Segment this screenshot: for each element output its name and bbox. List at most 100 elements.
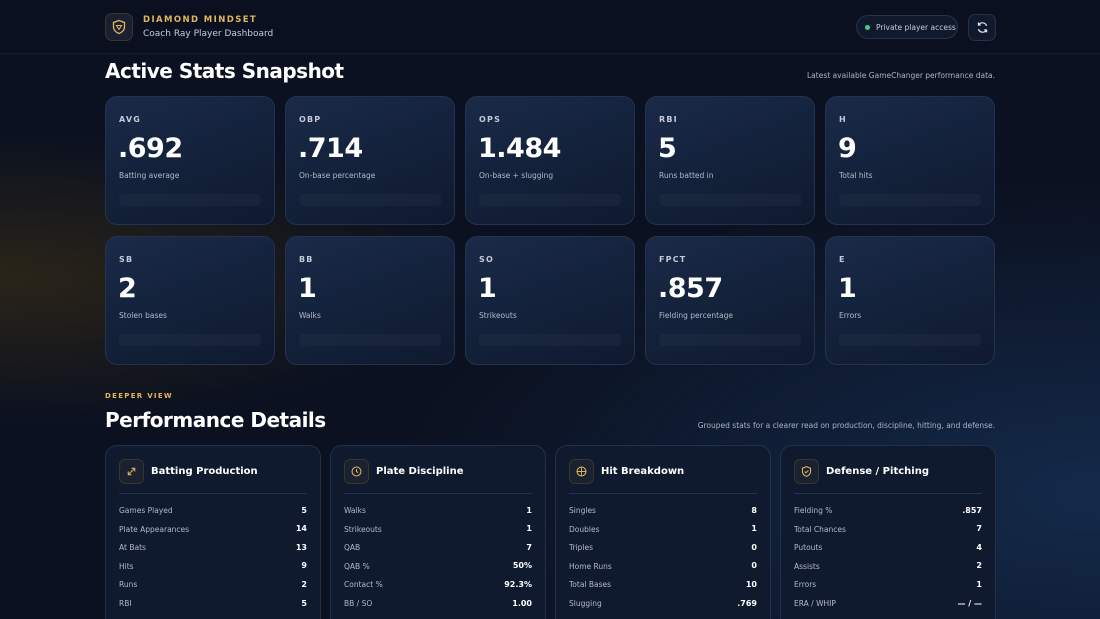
stat-desc: Fielding percentage <box>659 311 733 320</box>
group-icon <box>119 459 144 484</box>
divider <box>569 493 757 494</box>
row-value: 50% <box>512 561 532 571</box>
stat-desc: On-base + slugging <box>479 171 554 180</box>
eyebrow: DEEPER VIEW <box>105 392 173 400</box>
row-label: Games Played <box>119 506 173 515</box>
row-label: Contact % <box>344 580 383 590</box>
stat-value: 2 <box>118 273 137 304</box>
row-value: 5 <box>301 598 307 608</box>
row-value: — / — <box>957 598 983 608</box>
stat-card: RBI 5 Runs batted in <box>645 96 815 225</box>
stat-bar <box>299 194 441 206</box>
stat-label: E <box>839 255 846 264</box>
stat-label: FPCT <box>659 255 687 264</box>
row-label: Runs <box>119 580 138 590</box>
row-value: 5 <box>301 505 307 515</box>
group-title: Plate Discipline <box>376 466 464 477</box>
detail-card: Batting Production Games Played 5 Plate App… <box>105 445 321 619</box>
subtitle: Coach Ray Player Dashboard <box>143 29 274 39</box>
row-label: Hits <box>119 561 134 571</box>
stat-bar <box>119 194 261 206</box>
stat-card: OPS 1.484 On-base + slugging <box>465 96 635 225</box>
row-label: At Bats <box>119 543 146 553</box>
stat-desc: Walks <box>299 311 321 320</box>
stat-bar <box>659 334 801 346</box>
stat-label: OPS <box>479 115 502 124</box>
stat-desc: Errors <box>839 311 862 320</box>
row-value: 10 <box>745 579 757 589</box>
stat-desc: Runs batted in <box>659 171 714 180</box>
icon <box>127 467 136 476</box>
row-value: 1 <box>526 524 532 534</box>
divider <box>794 493 982 494</box>
row-label: Plate Appearances <box>119 524 190 534</box>
row-value: 1 <box>751 524 757 534</box>
brand: DIAMOND MINDSET <box>143 15 258 25</box>
stat-value: .714 <box>298 133 363 164</box>
row-label: Singles <box>569 506 596 515</box>
stat-value: 1 <box>478 273 497 304</box>
row-label: QAB % <box>344 561 370 571</box>
stat-card: OBP .714 On-base percentage <box>285 96 455 225</box>
row-value: 92.3% <box>504 579 532 589</box>
stat-label: H <box>839 115 847 124</box>
stat-label: SB <box>119 255 134 264</box>
row-value: 9 <box>301 561 307 571</box>
row-value: .857 <box>962 505 982 515</box>
group-title: Hit Breakdown <box>601 466 685 477</box>
row-label: Slugging <box>569 599 602 608</box>
row-label: Total Bases <box>569 580 612 590</box>
stat-label: OBP <box>299 115 322 124</box>
stat-bar <box>299 334 441 346</box>
row-label: Home Runs <box>569 561 612 571</box>
stat-value: 9 <box>838 133 857 164</box>
row-value: 7 <box>526 542 532 552</box>
detail-card: Hit Breakdown Singles 8 Doubles 1 Triples 0 Hom… <box>555 445 771 619</box>
row-label: ERA / WHIP <box>794 599 836 608</box>
row-label: Assists <box>794 561 820 571</box>
stat-label: RBI <box>659 115 678 124</box>
refresh-button[interactable] <box>968 14 996 41</box>
row-label: RBI <box>119 599 132 608</box>
stat-bar <box>479 334 621 346</box>
stat-label: SO <box>479 255 494 264</box>
row-label: Walks <box>344 506 366 515</box>
stat-value: .692 <box>118 133 183 164</box>
row-label: Total Chances <box>794 524 846 534</box>
stat-card: H 9 Total hits <box>825 96 995 225</box>
stat-card: SO 1 Strikeouts <box>465 236 635 365</box>
section-title: Active Stats Snapshot <box>105 59 344 83</box>
logo-icon <box>112 19 126 35</box>
group-icon <box>569 459 594 484</box>
row-label: BB / SO <box>344 599 373 608</box>
stat-card: FPCT .857 Fielding percentage <box>645 236 815 365</box>
stat-value: 1.484 <box>478 133 561 164</box>
stat-desc: Strikeouts <box>479 311 517 320</box>
stat-desc: Stolen bases <box>119 311 167 320</box>
row-value: 2 <box>301 579 307 589</box>
row-value: 1 <box>526 505 532 515</box>
row-value: 1.00 <box>512 598 532 608</box>
section-note: Latest available GameChanger performance… <box>806 71 995 80</box>
stat-bar <box>839 334 981 346</box>
icon <box>576 466 587 477</box>
row-value: 0 <box>751 561 757 571</box>
group-icon <box>344 459 369 484</box>
icon <box>801 466 812 477</box>
row-label: Doubles <box>569 524 600 534</box>
group-title: Batting Production <box>151 466 258 477</box>
stat-card: AVG .692 Batting average <box>105 96 275 225</box>
row-value: 0 <box>751 542 757 552</box>
logo <box>105 13 133 41</box>
row-value: .769 <box>737 598 757 608</box>
row-value: 1 <box>976 579 982 589</box>
stat-value: 5 <box>658 133 677 164</box>
divider <box>119 493 307 494</box>
row-label: Strikeouts <box>344 524 382 534</box>
stat-label: BB <box>299 255 314 264</box>
section-note: Grouped stats for a clearer read on prod… <box>697 421 995 430</box>
icon <box>351 466 362 477</box>
detail-card: Plate Discipline Walks 1 Strikeouts 1 QAB 7 QAB… <box>330 445 546 619</box>
row-value: 7 <box>976 524 982 534</box>
